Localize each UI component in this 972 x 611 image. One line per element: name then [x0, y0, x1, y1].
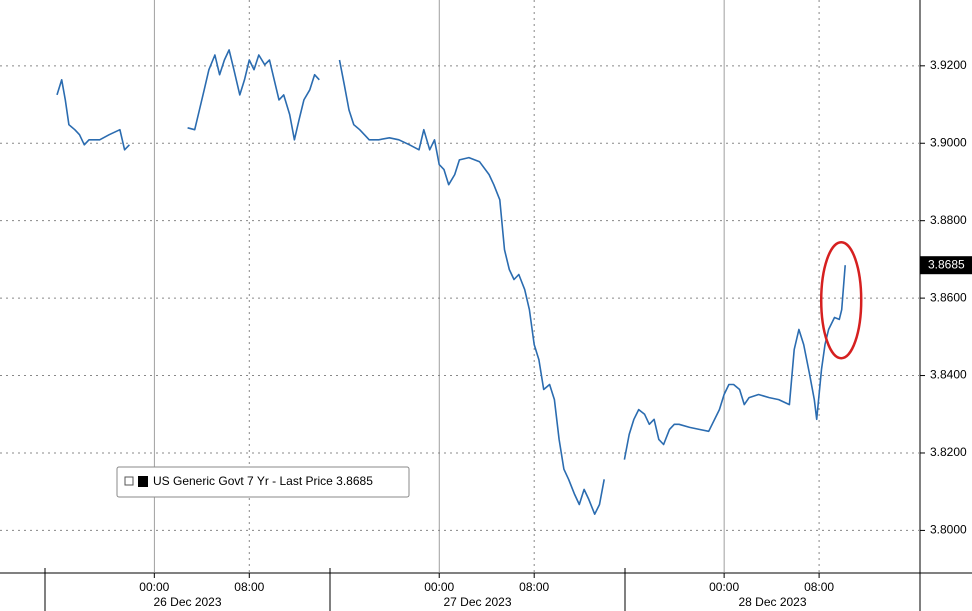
- y-tick-label: 3.9000: [930, 135, 967, 149]
- x-tick-label: 08:00: [234, 580, 264, 594]
- y-tick-label: 3.8000: [930, 523, 967, 537]
- x-tick-label: 00:00: [709, 580, 739, 594]
- day-label: 27 Dec 2023: [443, 595, 511, 609]
- legend: US Generic Govt 7 Yr - Last Price 3.8685: [116, 466, 410, 498]
- x-tick-label: 00:00: [424, 580, 454, 594]
- highlight-ellipse: [819, 240, 863, 360]
- day-label: 26 Dec 2023: [153, 595, 221, 609]
- y-tick-label: 3.8600: [930, 290, 967, 304]
- legend-icon: [124, 476, 134, 486]
- y-tick-label: 3.8400: [930, 368, 967, 382]
- day-label: 28 Dec 2023: [738, 595, 806, 609]
- legend-box: [116, 466, 410, 498]
- y-tick-label: 3.9200: [930, 58, 967, 72]
- y-tick-label: 3.8800: [930, 213, 967, 227]
- last-price-label: 3.8685: [928, 257, 965, 271]
- legend-swatch: [138, 476, 148, 487]
- legend-label: US Generic Govt 7 Yr - Last Price 3.8685: [153, 474, 373, 488]
- x-tick-label: 08:00: [519, 580, 549, 594]
- x-tick-label: 00:00: [139, 580, 169, 594]
- x-tick-label: 08:00: [804, 580, 834, 594]
- y-tick-label: 3.8200: [930, 445, 967, 459]
- last-price-tag: [920, 256, 972, 275]
- price-line: [56, 49, 846, 515]
